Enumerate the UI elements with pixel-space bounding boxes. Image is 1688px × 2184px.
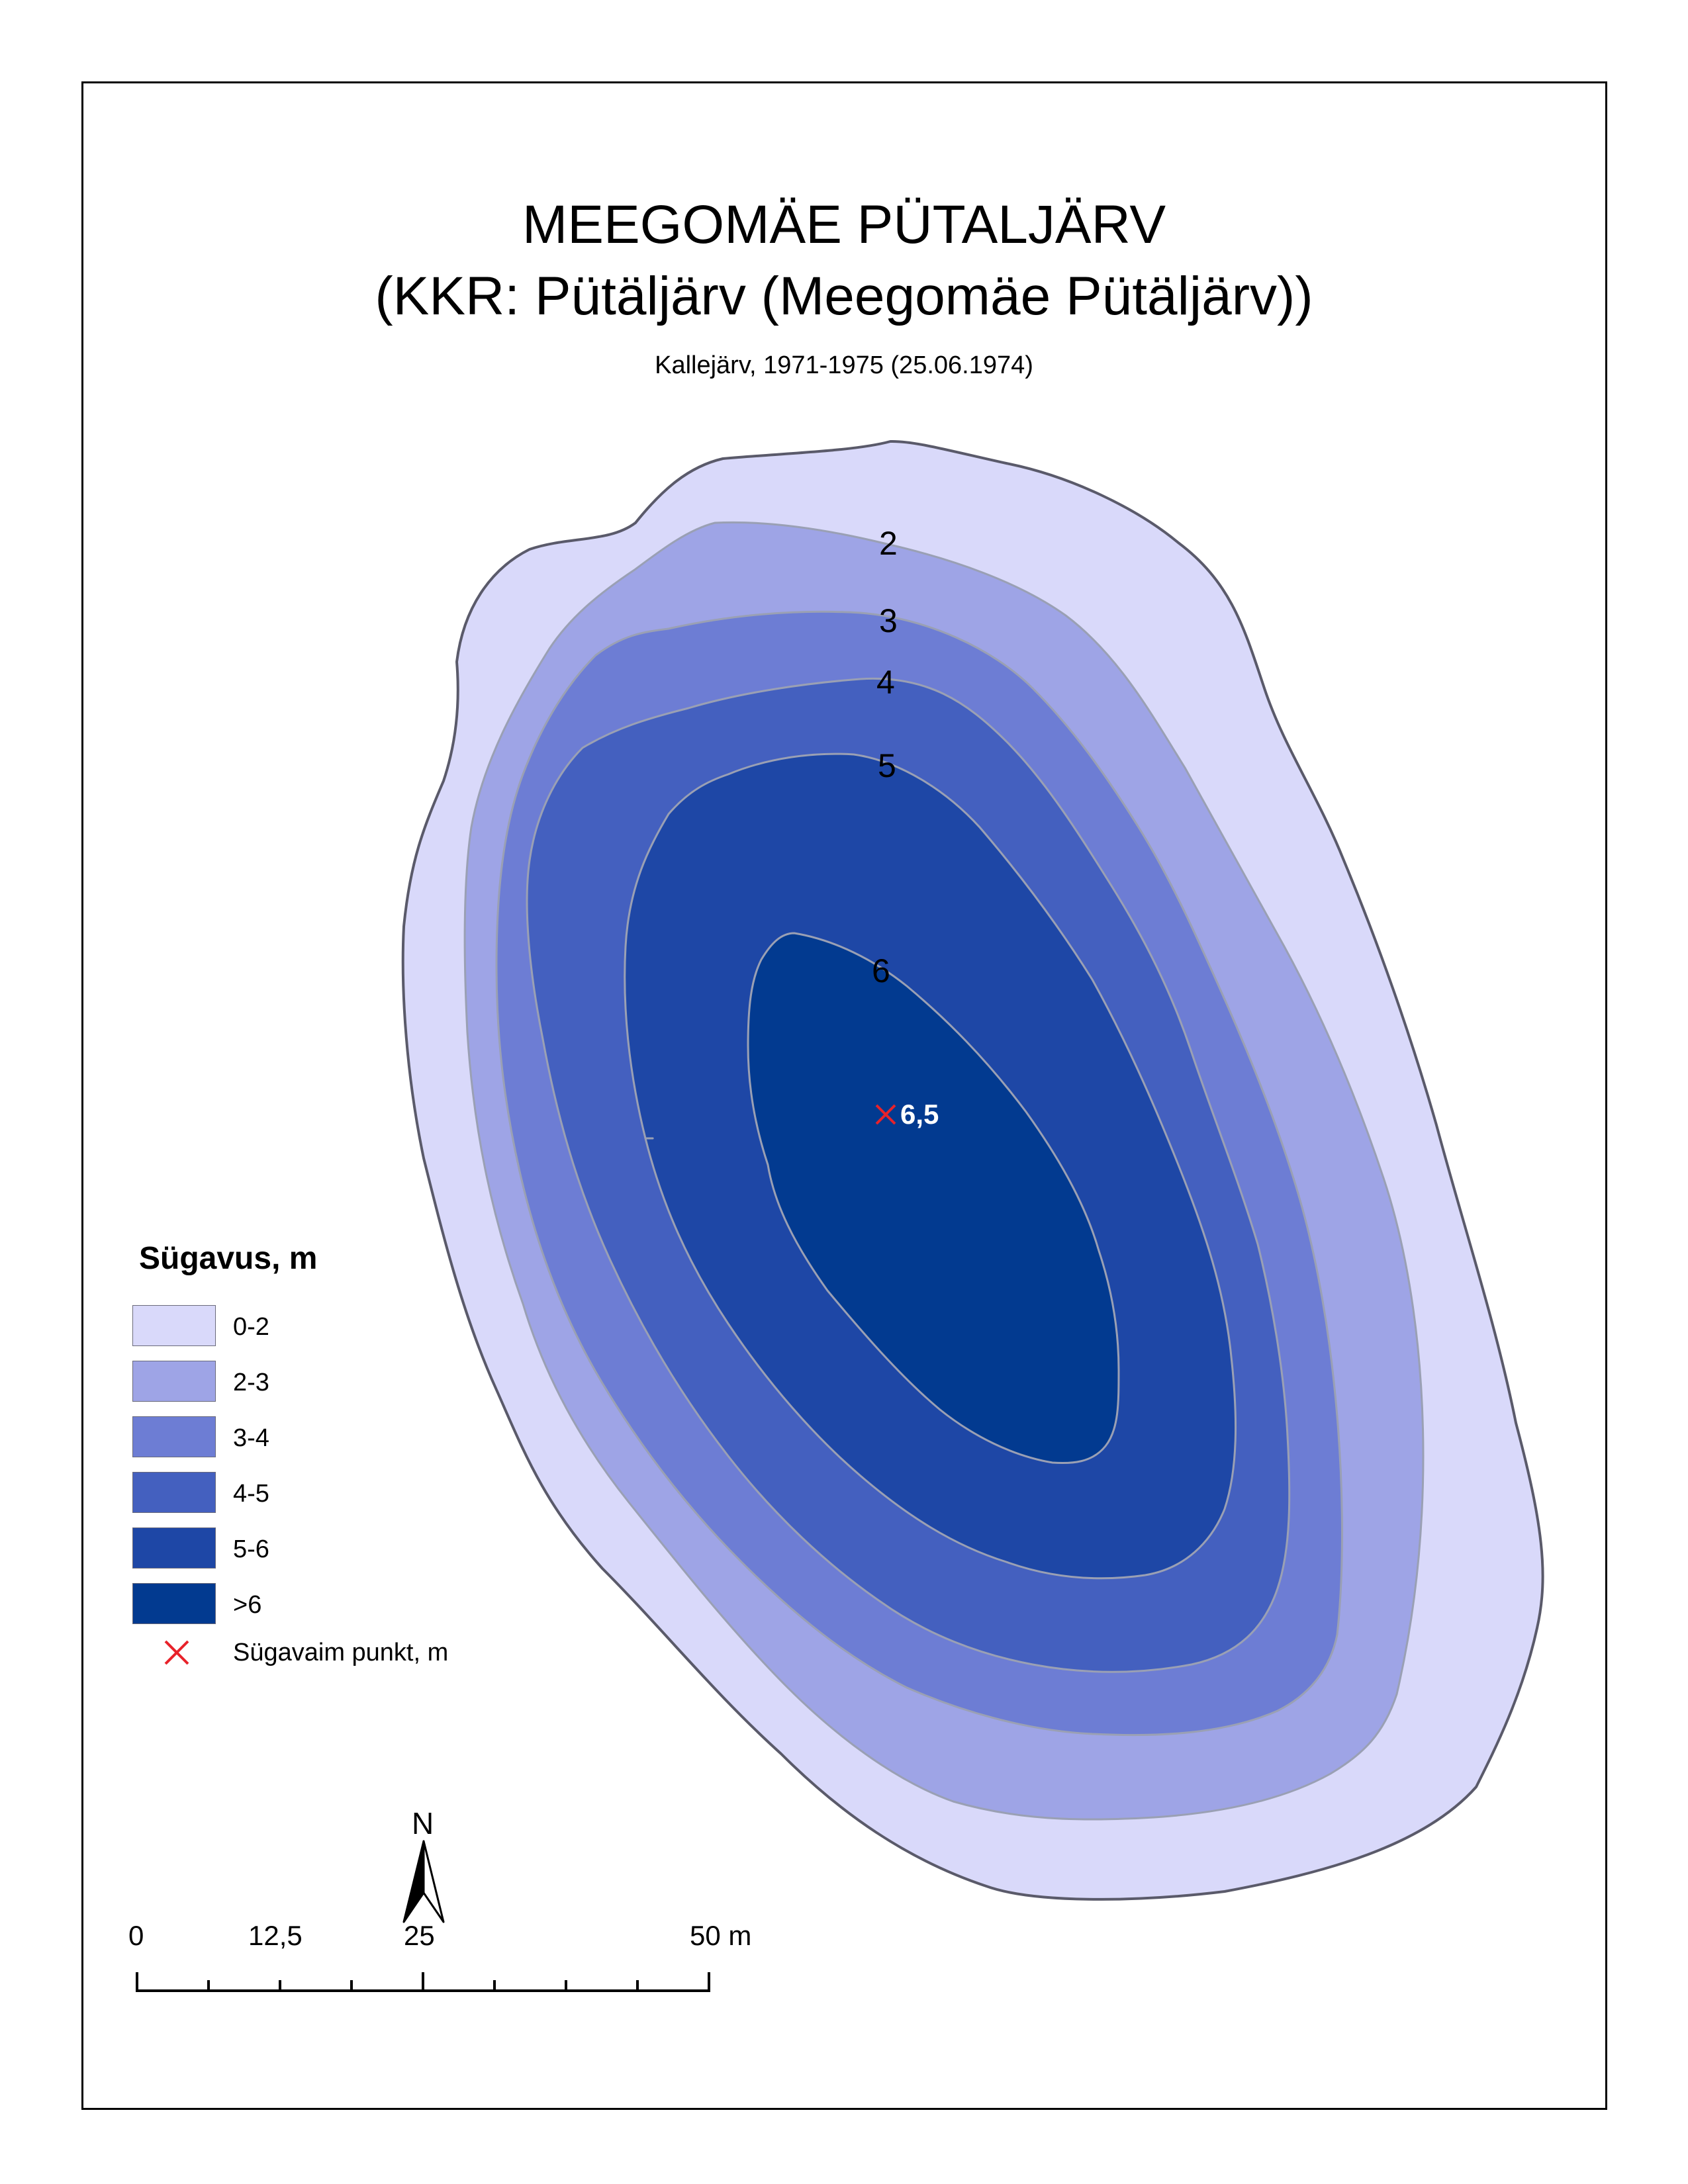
red-x-icon: [875, 1104, 896, 1125]
legend-label: 2-3: [233, 1369, 269, 1396]
legend-item-deepest-point: Sügavaim punkt, m: [132, 1636, 596, 1676]
map-subtitle: Kallejärv, 1971-1975 (25.06.1974): [655, 351, 1033, 379]
contour-label-3: 3: [879, 602, 898, 639]
map-frame: [81, 81, 1607, 2110]
legend-swatch: [132, 1583, 216, 1624]
depth-zone-gt-6: [747, 932, 1120, 1465]
depth-zones: [401, 439, 1544, 1901]
north-arrow-icon: [402, 1840, 445, 1923]
legend-swatch: [132, 1472, 216, 1513]
legend-item: 2-3: [132, 1361, 530, 1403]
legend-swatch: [132, 1361, 216, 1402]
contour-label-2: 2: [879, 525, 898, 562]
legend-swatch: [132, 1416, 216, 1457]
legend-item: >6: [132, 1583, 530, 1625]
scale-bar: 0 12,5 25 50 m: [106, 1919, 794, 2005]
legend-item: 3-4: [132, 1416, 530, 1459]
scale-bar-ruler: [136, 1972, 710, 1992]
red-x-icon: [164, 1640, 189, 1665]
legend-label: 0-2: [233, 1313, 269, 1341]
legend-label: >6: [233, 1591, 262, 1619]
legend-deepest-point-label: Sügavaim punkt, m: [233, 1639, 449, 1666]
deepest-point: 6,5: [875, 1099, 939, 1130]
contour-label-5: 5: [878, 747, 896, 784]
contour-labels: 2 3 4 5 6: [872, 525, 898, 989]
legend-label: 4-5: [233, 1480, 269, 1508]
map-title-line-2: (KKR: Pütäljärv (Meegomäe Pütäljärv)): [375, 266, 1313, 326]
scale-label-0: 0: [128, 1920, 144, 1951]
legend-label: 5-6: [233, 1535, 269, 1563]
legend-swatch: [132, 1527, 216, 1569]
deepest-point-value: 6,5: [900, 1099, 939, 1130]
scale-label-25: 25: [404, 1920, 435, 1951]
contour-label-6: 6: [872, 952, 890, 989]
legend-item: 5-6: [132, 1527, 530, 1570]
scale-label-50: 50 m: [690, 1920, 752, 1951]
legend-swatch: [132, 1305, 216, 1346]
legend-title: Sügavus, m: [139, 1241, 318, 1276]
legend-item: 0-2: [132, 1305, 530, 1347]
scale-label-12-5: 12,5: [248, 1920, 303, 1951]
legend: Sügavus, m 0-2 2-3 3-4 4-5 5-6 >6 Sügava…: [132, 1239, 596, 1702]
legend-item: 4-5: [132, 1472, 530, 1514]
contour-label-4: 4: [876, 664, 895, 701]
north-label: N: [412, 1806, 434, 1841]
legend-label: 3-4: [233, 1424, 269, 1452]
map-title-line-1: MEEGOMÄE PÜTALJÄRV: [522, 195, 1166, 255]
